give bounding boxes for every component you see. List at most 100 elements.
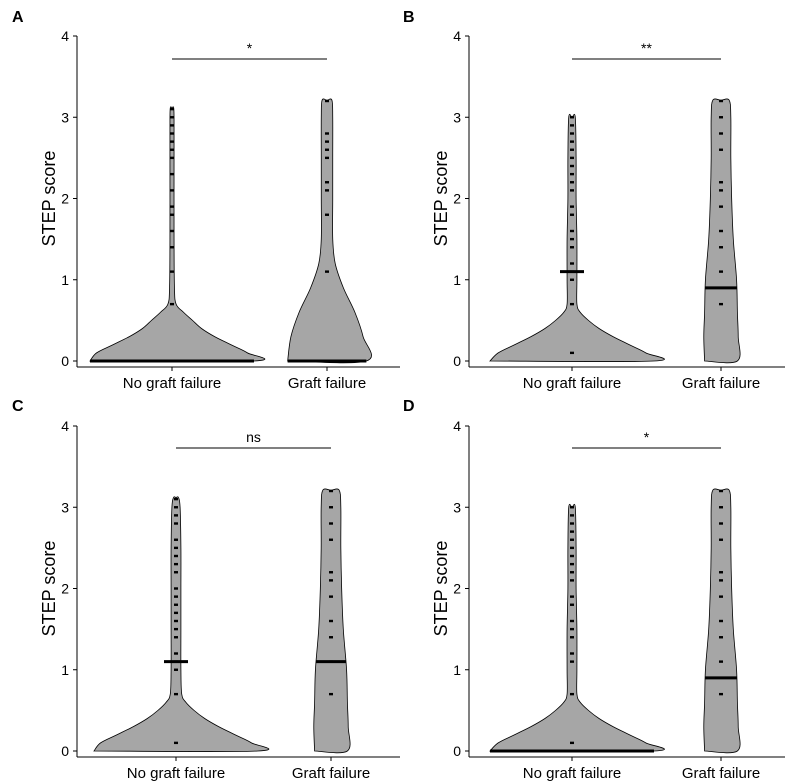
data-point (170, 172, 174, 176)
data-point (719, 522, 723, 525)
data-point (174, 546, 178, 550)
violin-shape (287, 98, 372, 364)
data-point (325, 156, 329, 160)
data-point (174, 741, 178, 745)
y-tick-label: 3 (61, 109, 69, 125)
data-point (570, 554, 574, 558)
data-point (570, 538, 574, 541)
y-axis-title: STEP score (431, 151, 451, 247)
data-point (719, 270, 723, 273)
data-point (570, 140, 574, 143)
data-point (570, 302, 574, 306)
data-point (570, 636, 574, 639)
data-point (329, 489, 333, 493)
data-point (170, 124, 174, 127)
violin-shape (489, 113, 665, 362)
data-point (570, 237, 574, 241)
y-tick-label: 0 (61, 353, 69, 369)
data-point (170, 270, 174, 273)
y-tick-label: 2 (61, 581, 69, 597)
data-point (174, 554, 178, 558)
y-tick-label: 0 (61, 743, 69, 759)
data-point (570, 278, 574, 281)
data-point (570, 164, 574, 168)
data-point (170, 156, 174, 160)
data-point (170, 148, 174, 151)
violin-shape (89, 106, 265, 362)
y-tick-label: 4 (61, 418, 69, 434)
panel-letter: B (403, 9, 415, 26)
panel-letter: D (403, 398, 415, 415)
data-point (570, 116, 574, 119)
data-point (570, 571, 574, 574)
panel-letter: C (12, 398, 24, 415)
data-point (570, 652, 574, 655)
data-point (570, 156, 574, 160)
violin-shape (93, 496, 269, 752)
data-point (719, 99, 723, 103)
violin-shape (489, 503, 665, 752)
significance-label: * (247, 40, 253, 56)
data-point (329, 538, 333, 541)
y-tick-label: 2 (453, 581, 461, 597)
data-point (325, 213, 329, 216)
y-tick-label: 3 (453, 499, 461, 515)
panel-a: A STEP score 0 1 2 3 4 No graft failure Graft fa… (12, 9, 400, 392)
data-point (570, 603, 574, 606)
data-point (719, 148, 723, 151)
data-point (174, 603, 178, 606)
data-point (170, 132, 174, 135)
data-point (329, 619, 333, 623)
panel-b: B STEP score 0 1 2 3 4 No graft failure Graft fa… (403, 9, 785, 392)
data-point (325, 270, 329, 273)
x-category-label: Graft failure (288, 375, 366, 392)
data-point (570, 595, 574, 598)
x-category-label: Graft failure (292, 765, 370, 782)
data-point (570, 522, 574, 525)
data-point (719, 571, 723, 574)
data-point (570, 692, 574, 696)
data-point (174, 497, 178, 501)
y-tick-label: 1 (61, 662, 69, 678)
data-point (570, 213, 574, 216)
y-axis-title: STEP score (431, 541, 451, 637)
data-point (170, 302, 174, 306)
data-point (174, 538, 178, 541)
x-category-label: No graft failure (127, 765, 225, 782)
data-point (570, 506, 574, 509)
y-tick-label: 4 (61, 28, 69, 44)
data-point (719, 189, 723, 192)
data-point (570, 562, 574, 566)
significance-label: * (644, 429, 650, 445)
x-category-label: Graft failure (682, 765, 760, 782)
data-point (570, 530, 574, 533)
data-point (170, 213, 174, 216)
data-point (719, 538, 723, 541)
data-point (570, 546, 574, 550)
y-tick-label: 4 (453, 418, 461, 434)
data-point (719, 229, 723, 233)
data-point (570, 660, 574, 663)
data-point (719, 636, 723, 639)
y-tick-label: 1 (453, 272, 461, 288)
data-point (174, 627, 178, 631)
data-point (325, 99, 329, 103)
data-point (174, 562, 178, 566)
data-point (325, 181, 329, 184)
data-point (325, 148, 329, 151)
panel-d: D STEP score 0 1 2 3 4 No graft failure Graft fa… (403, 398, 785, 782)
y-tick-label: 1 (453, 662, 461, 678)
data-point (170, 116, 174, 119)
data-point (174, 668, 178, 671)
data-point (719, 506, 723, 509)
data-point (570, 619, 574, 623)
data-point (570, 627, 574, 631)
y-axis-title: STEP score (39, 541, 59, 637)
panel-letter: A (12, 9, 24, 26)
panel-c: C STEP score 0 1 2 3 4 No graft failure Graft fa… (12, 398, 400, 782)
data-point (570, 132, 574, 135)
data-point (719, 660, 723, 663)
data-point (570, 229, 574, 233)
data-point (329, 579, 333, 582)
data-point (719, 692, 723, 696)
